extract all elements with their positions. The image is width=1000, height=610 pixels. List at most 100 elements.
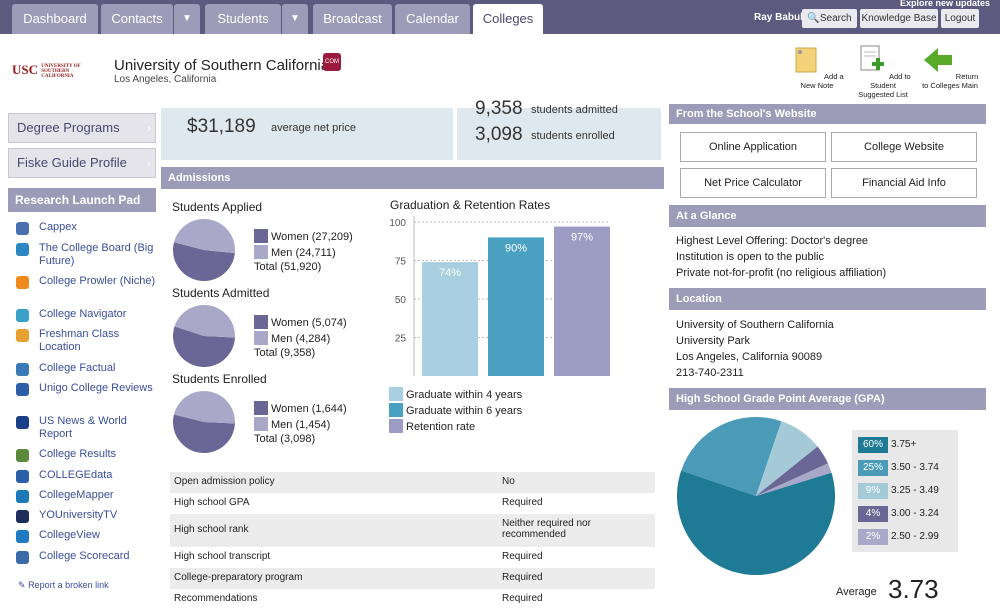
policy-value: Required	[502, 572, 543, 583]
launch-pad-item[interactable]: YOUniversityTV	[16, 509, 156, 535]
glance-item: Private not-for-profit (no religious aff…	[676, 267, 887, 279]
gpa-pie-chart	[677, 417, 835, 575]
launch-pad-item[interactable]: College Results	[16, 448, 156, 474]
tab-calendar[interactable]: Calendar	[395, 4, 470, 34]
launch-pad-item-label: Unigo College Reviews	[39, 382, 153, 394]
launch-pad-item-label: College Scorecard	[39, 550, 130, 562]
launch-pad-item[interactable]: College Prowler (Niche)	[16, 275, 156, 301]
enrolled-slice	[172, 414, 235, 453]
tab-broadcast[interactable]: Broadcast	[313, 4, 392, 34]
bar-value-label: 90%	[505, 242, 527, 254]
grad-legend-item: Graduate within 4 years	[389, 387, 522, 401]
add-list-icon	[860, 45, 885, 71]
add-note-label: Add a New Note	[800, 72, 844, 90]
legend-swatch	[389, 419, 403, 433]
add-to-list-button[interactable]: Add to Student Suggested List	[853, 44, 913, 99]
bar-value-label: 97%	[571, 232, 593, 244]
policy-key: High school rank	[174, 524, 249, 535]
common-app-badge[interactable]: COM APP	[323, 53, 341, 83]
back-arrow-icon	[923, 48, 952, 72]
gpa-slice	[756, 446, 828, 496]
net-price-calculator-button[interactable]: Net Price Calculator	[680, 168, 826, 198]
search-icon: 🔍	[807, 13, 820, 24]
launch-pad-item[interactable]: Unigo College Reviews	[16, 382, 156, 408]
launch-pad-item[interactable]: The College Board (Big Future)	[16, 242, 156, 268]
launch-pad-item[interactable]: College Scorecard	[16, 550, 156, 576]
men-swatch	[254, 331, 268, 345]
location-heading: Location	[669, 288, 986, 310]
legend-label: Graduate within 4 years	[406, 389, 523, 401]
gpa-range: 2.50 - 2.99	[891, 531, 939, 542]
launch-pad-item[interactable]: COLLEGEdata	[16, 469, 156, 495]
user-name[interactable]: Ray Babul	[754, 12, 803, 23]
enrolled-slice	[173, 391, 235, 424]
enrolled-pie	[172, 391, 235, 453]
gpa-slice	[756, 463, 832, 496]
tab-students[interactable]: Students	[205, 4, 281, 34]
launch-pad-item[interactable]: College Navigator	[16, 308, 156, 334]
women-swatch	[254, 315, 268, 329]
grad-legend-item: Graduate within 6 years	[389, 403, 522, 417]
launch-pad-item-label: YOUniversityTV	[39, 509, 118, 521]
legend-label: Retention rate	[406, 421, 476, 433]
site-logo-icon	[16, 363, 29, 376]
return-colleges-button[interactable]: Return to Colleges Main	[920, 44, 980, 90]
enrolled-women-legend: Women (1,644)	[254, 401, 347, 415]
admitted-pie	[173, 305, 235, 367]
contacts-dropdown-icon[interactable]: ▼	[174, 4, 200, 34]
gpa-legend-item: 2% 2.50 - 2.99	[858, 529, 939, 545]
explore-updates-link[interactable]: Explore new updates	[900, 0, 991, 8]
site-logo-icon	[16, 490, 29, 503]
financial-aid-button[interactable]: Financial Aid Info	[831, 168, 977, 198]
launch-pad-item-label: COLLEGEdata	[39, 469, 113, 481]
tab-contacts[interactable]: Contacts	[101, 4, 173, 34]
admitted-women-label: Women (5,074)	[271, 317, 347, 329]
fiske-guide-button[interactable]: Fiske Guide Profile ›	[8, 148, 156, 178]
page-title: University of Southern California	[114, 57, 330, 74]
admitted-women-legend: Women (5,074)	[254, 315, 347, 329]
search-button[interactable]: 🔍Search	[802, 9, 857, 28]
applied-men-legend: Men (24,711)	[254, 245, 336, 259]
gpa-range: 3.25 - 3.49	[891, 485, 939, 496]
college-website-button[interactable]: College Website	[831, 132, 977, 162]
y-tick-label: 100	[389, 218, 406, 229]
gpa-slice	[681, 417, 782, 496]
location-line: Los Angeles, California 90089	[676, 351, 823, 363]
degree-programs-button[interactable]: Degree Programs ›	[8, 113, 156, 143]
policy-key: College-preparatory program	[174, 572, 303, 583]
top-nav: Explore new updates Dashboard Contacts ▼…	[0, 0, 1000, 34]
grad-chart-title: Graduation & Retention Rates	[390, 198, 551, 212]
report-broken-link[interactable]: ✎ Report a broken link	[18, 580, 109, 591]
launch-pad-item[interactable]: Cappex	[16, 221, 156, 247]
legend-swatch	[389, 387, 403, 401]
launch-pad-item-label: Cappex	[39, 221, 77, 233]
tab-dashboard[interactable]: Dashboard	[12, 4, 98, 34]
site-logo-icon	[16, 329, 29, 342]
net-price-panel: $31,189 average net price	[161, 108, 453, 160]
college-logo: USC UNIVERSITY OF SOUTHERN CALIFORNIA	[12, 62, 101, 79]
policy-key: Recommendations	[174, 593, 258, 604]
grad-retention-chart: 25 50 75 100 74% 90% 97%	[389, 216, 610, 376]
add-note-button[interactable]: Add a New Note	[787, 44, 847, 90]
policy-key: High school transcript	[174, 551, 271, 562]
gpa-range: 3.50 - 3.74	[891, 462, 939, 473]
launch-pad-item[interactable]: College Factual	[16, 362, 156, 388]
launch-pad-item-label: College Prowler (Niche)	[39, 275, 156, 287]
launch-pad-item[interactable]: CollegeMapper	[16, 489, 156, 515]
knowledge-base-button[interactable]: Knowledge Base	[860, 9, 938, 28]
students-dropdown-icon[interactable]: ▼	[282, 4, 308, 34]
online-application-button[interactable]: Online Application	[680, 132, 826, 162]
tab-colleges[interactable]: Colleges	[473, 4, 543, 34]
launch-pad-item[interactable]: Freshman Class Location	[16, 328, 156, 354]
logo-text: USC	[12, 62, 39, 77]
launch-pad-item[interactable]: CollegeView	[16, 529, 156, 555]
launch-pad-item[interactable]: US News & World Report	[16, 415, 156, 441]
logout-button[interactable]: Logout	[941, 9, 979, 28]
site-logo-icon	[16, 309, 29, 322]
gpa-legend-item: 25% 3.50 - 3.74	[858, 460, 939, 476]
search-label: Search	[819, 13, 852, 24]
site-logo-icon	[16, 222, 29, 235]
launch-pad-item-label: College Factual	[39, 362, 116, 374]
gpa-percent: 9%	[858, 483, 888, 499]
gpa-range: 3.00 - 3.24	[891, 508, 939, 519]
